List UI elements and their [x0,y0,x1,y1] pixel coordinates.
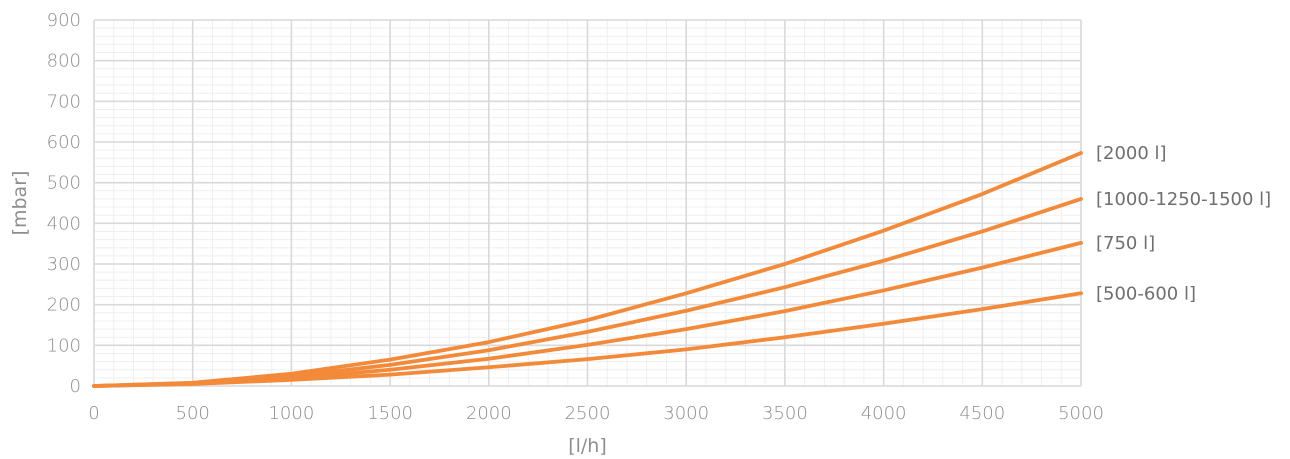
y-tick-label: 500 [47,173,81,194]
series-label: [750 l] [1096,233,1155,254]
series-line [92,291,1083,388]
y-tick-label: 0 [70,376,81,397]
x-tick-label: 500 [176,403,210,424]
x-tick-label: 2000 [466,403,512,424]
x-tick-label: 0 [88,403,99,424]
y-tick-label: 700 [47,91,81,112]
series-label: [1000-1250-1500 l] [1096,189,1271,210]
tick-layer: 0 500 1000 1500 2000 2500 3000 3500 4000 4500 5000… [47,10,1104,424]
x-tick-label: 3500 [762,403,808,424]
x-tick-label: 4500 [959,403,1005,424]
series-layer [92,151,1083,388]
y-tick-label: 400 [47,213,81,234]
y-tick-label: 200 [47,295,81,316]
series-label: [2000 l] [1096,143,1167,164]
y-tick-label: 300 [47,254,81,275]
y-tick-label: 600 [47,132,81,153]
y-axis-label: [mbar] [9,171,31,236]
y-tick-label: 800 [47,51,81,72]
series-label: [500-600 l] [1096,283,1196,304]
x-tick-label: 1000 [268,403,314,424]
grid-layer [93,19,1082,387]
y-tick-label: 900 [47,10,81,31]
x-tick-label: 2500 [565,403,611,424]
y-tick-label: 100 [47,335,81,356]
x-axis-label: [l/h] [568,435,607,457]
x-tick-label: 4000 [861,403,907,424]
x-tick-label: 1500 [367,403,413,424]
x-tick-label: 3000 [663,403,709,424]
x-tick-label: 5000 [1058,403,1104,424]
label-layer: [2000 l] [1000-1250-1500 l] [750 l] [500-60… [1096,143,1271,304]
